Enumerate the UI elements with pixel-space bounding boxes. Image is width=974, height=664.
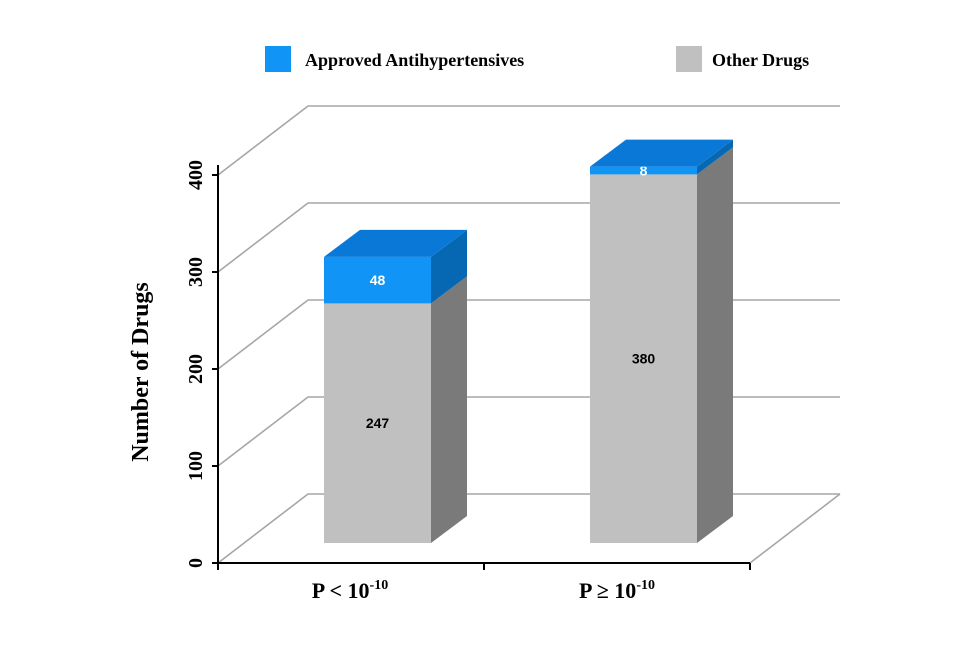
y-tick-label-0: 0 xyxy=(185,558,207,568)
legend: Approved Antihypertensives Other Drugs xyxy=(265,46,809,72)
legend-item-other-drugs: Other Drugs xyxy=(676,46,809,72)
gridline-0 xyxy=(217,493,840,564)
y-tick-label-400: 400 xyxy=(185,160,207,190)
y-tick-label-200: 200 xyxy=(185,354,207,384)
gridline-300 xyxy=(217,202,840,273)
bar-top-1 xyxy=(590,139,733,167)
data-label-approved-antihypertensives-0: 48 xyxy=(370,272,386,288)
bar-group-0: 247 48 xyxy=(324,229,467,543)
data-label-approved-antihypertensives-1: 8 xyxy=(640,163,648,179)
bar-side-approved-antihypertensives-0 xyxy=(431,229,467,304)
legend-label-approved-antihypertensives: Approved Antihypertensives xyxy=(305,50,524,70)
data-label-other-drugs-1: 380 xyxy=(632,351,656,367)
y-tick-label-300: 300 xyxy=(185,257,207,287)
data-label-other-drugs-0: 247 xyxy=(366,415,390,431)
bar-approved-antihypertensives-1 xyxy=(590,166,697,175)
bar-side-other-drugs-1 xyxy=(697,147,733,543)
bar-side-approved-antihypertensives-1 xyxy=(697,139,733,175)
legend-item-approved-antihypertensives: Approved Antihypertensives xyxy=(265,46,524,72)
legend-swatch-other-drugs xyxy=(676,46,702,72)
bar-top-0 xyxy=(324,229,467,257)
y-tick-labels: 0 100 200 300 400 xyxy=(185,160,207,568)
bar-other-drugs-1 xyxy=(590,174,697,543)
gridline-400 xyxy=(217,105,840,176)
bar-side-other-drugs-0 xyxy=(431,276,467,543)
x-category-label-0: P < 10-10 xyxy=(312,578,388,603)
legend-label-other-drugs: Other Drugs xyxy=(712,50,809,70)
bar-other-drugs-0 xyxy=(324,303,431,543)
y-tick-label-100: 100 xyxy=(185,451,207,481)
y-axis-title: Number of Drugs xyxy=(128,282,154,462)
floor-edge xyxy=(749,493,841,564)
grid-lines xyxy=(217,105,841,564)
bars: 247 48 380 8 xyxy=(324,139,733,543)
legend-swatch-approved-antihypertensives xyxy=(265,46,291,72)
x-category-label-1: P ≥ 10-10 xyxy=(579,578,655,603)
x-category-labels: P < 10-10 P ≥ 10-10 xyxy=(312,578,655,603)
bar-group-1: 380 8 xyxy=(590,139,733,543)
gridline-100 xyxy=(217,396,840,467)
gridline-200 xyxy=(217,299,840,370)
axes xyxy=(212,165,751,570)
bar-approved-antihypertensives-0 xyxy=(324,256,431,304)
